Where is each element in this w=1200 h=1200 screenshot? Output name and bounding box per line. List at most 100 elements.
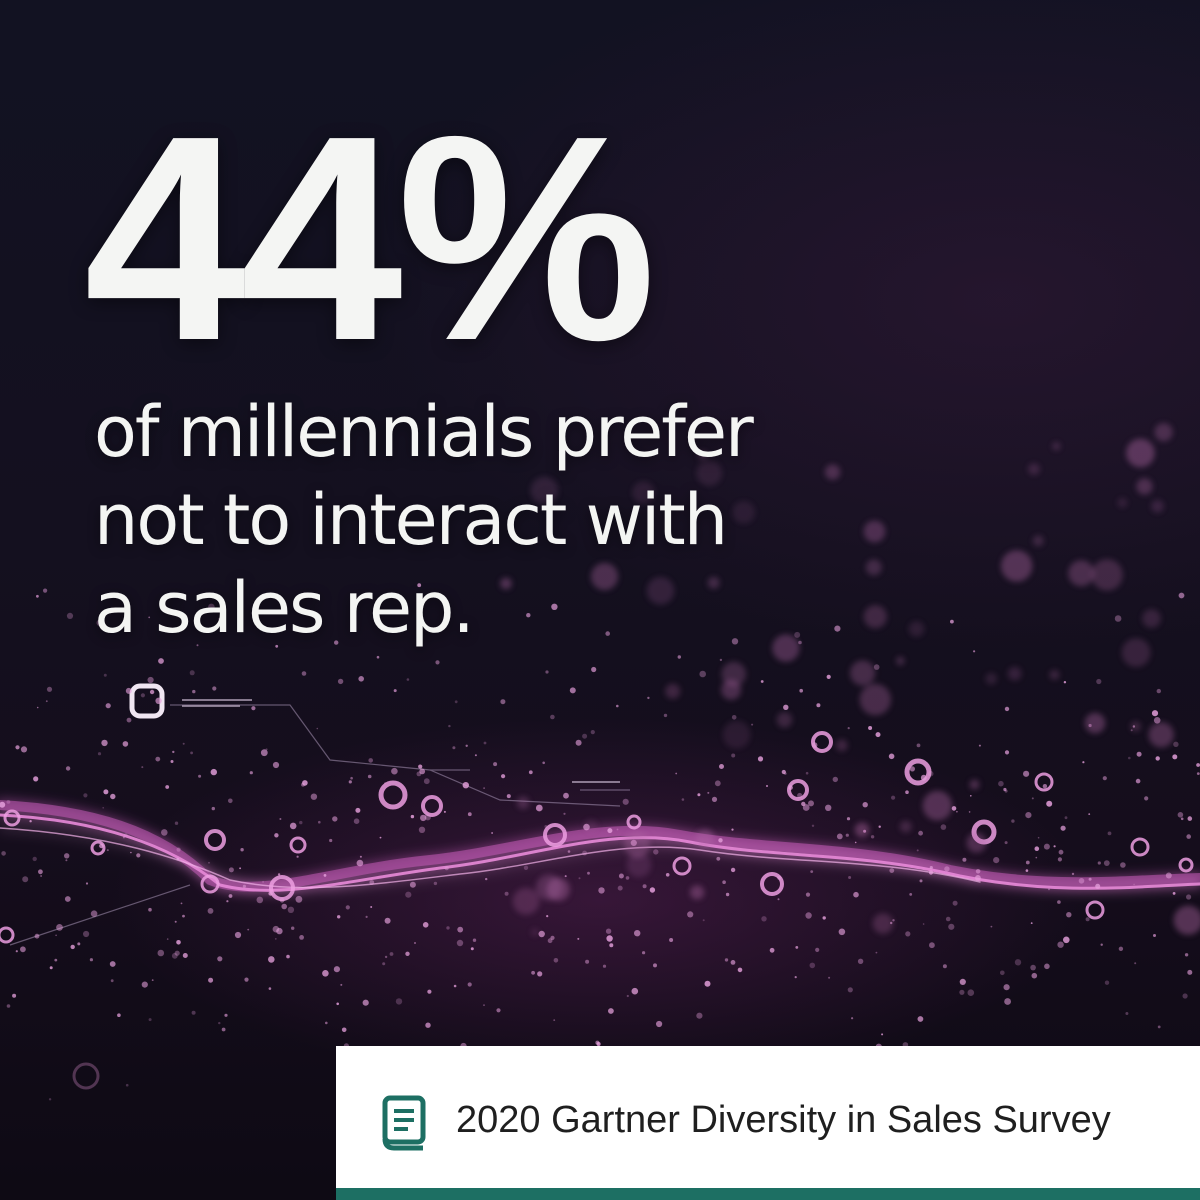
particle-dot xyxy=(805,771,809,775)
particle-dot xyxy=(810,870,814,873)
particle-dot xyxy=(731,715,737,720)
particle-dot xyxy=(1058,849,1064,855)
particle-dot xyxy=(1186,834,1191,839)
particle-dot xyxy=(136,853,141,858)
particle-dot xyxy=(677,655,681,659)
particle-dot xyxy=(218,617,221,621)
particle-dot xyxy=(868,726,873,730)
bokeh-dot xyxy=(985,672,997,685)
particle-dot xyxy=(483,1004,485,1006)
particle-dot xyxy=(751,723,754,726)
particle-dot xyxy=(174,920,177,923)
particle-dot xyxy=(367,774,372,779)
particle-dot xyxy=(240,848,244,852)
particle-dot xyxy=(101,739,108,747)
bokeh-dot xyxy=(1126,438,1155,468)
particle-dot xyxy=(681,798,685,801)
particle-dot xyxy=(808,800,814,807)
bokeh-dot xyxy=(721,661,746,687)
particle-dot xyxy=(1071,872,1075,876)
particle-dot xyxy=(382,962,386,966)
particle-dot xyxy=(725,892,730,897)
particle-dot xyxy=(1153,717,1161,724)
particle-dot xyxy=(6,800,11,804)
particle-dot xyxy=(822,916,826,920)
particle-dot xyxy=(608,1008,614,1014)
particle-dot xyxy=(550,935,555,941)
particle-dot xyxy=(307,886,309,889)
particle-dot xyxy=(277,873,281,876)
particle-dot xyxy=(358,676,365,682)
particle-dot xyxy=(704,980,711,987)
particle-dot xyxy=(1031,797,1034,800)
particle-dot xyxy=(625,876,630,880)
particle-dot xyxy=(48,1098,52,1101)
particle-dot xyxy=(653,849,659,855)
particle-dot xyxy=(1003,984,1010,991)
particle-dot xyxy=(718,838,723,843)
particle-dot xyxy=(36,594,39,598)
particle-dot xyxy=(797,792,803,799)
particle-dot xyxy=(805,892,811,897)
particle-dot xyxy=(846,817,851,821)
particle-dot xyxy=(959,989,965,995)
bokeh-dot xyxy=(1148,722,1174,748)
particle-dot xyxy=(0,801,6,808)
particle-dot xyxy=(1023,770,1030,777)
particle-dot xyxy=(582,850,587,856)
particle-dot xyxy=(65,859,68,862)
particle-dot xyxy=(208,977,214,983)
particle-dot xyxy=(801,801,806,807)
caption-line: of millennials prefer xyxy=(94,391,754,473)
particle-dot xyxy=(242,884,246,888)
particle-dot xyxy=(873,664,880,670)
particle-dot xyxy=(435,660,440,665)
particle-dot xyxy=(218,1021,221,1025)
particle-dot xyxy=(952,900,958,906)
particle-dot xyxy=(244,977,249,982)
particle-dot xyxy=(251,706,256,711)
particle-dot xyxy=(350,776,353,780)
bokeh-dot xyxy=(707,576,720,589)
particle-dot xyxy=(368,758,374,763)
particle-dot xyxy=(149,689,155,695)
headline-stat: 44% xyxy=(84,75,656,401)
particle-dot xyxy=(697,793,701,797)
particle-dot xyxy=(805,912,812,919)
book-icon xyxy=(382,1095,426,1151)
particle-dot xyxy=(90,910,98,917)
particle-dot xyxy=(64,896,71,902)
particle-dot xyxy=(172,750,175,754)
glow-wave xyxy=(0,800,1200,892)
particle-dot xyxy=(1025,860,1030,865)
particle-dot xyxy=(1046,800,1053,807)
particle-dot xyxy=(417,583,422,588)
particle-dot xyxy=(675,772,678,775)
particle-dot xyxy=(182,742,185,745)
particle-dot xyxy=(878,825,881,828)
particle-dot xyxy=(174,950,180,956)
particle-dot xyxy=(545,670,549,674)
particle-dot xyxy=(1144,796,1149,801)
particle-dot xyxy=(20,746,28,753)
particle-dot xyxy=(99,843,104,849)
bokeh-dot xyxy=(1117,497,1128,508)
particle-dot xyxy=(444,866,449,871)
particle-dot xyxy=(483,741,487,745)
particle-dot xyxy=(618,873,624,879)
particle-dot xyxy=(948,923,955,930)
bokeh-dot xyxy=(772,634,800,662)
particle-dot xyxy=(1128,756,1131,760)
particle-dot xyxy=(845,833,849,837)
particle-dot xyxy=(448,724,451,728)
particle-dot xyxy=(802,804,810,811)
particle-dot xyxy=(730,867,736,873)
particle-dot xyxy=(356,859,364,867)
bokeh-dot xyxy=(899,820,912,833)
particle-dot xyxy=(722,880,726,884)
particle-dot xyxy=(669,938,674,942)
particle-dot xyxy=(318,820,321,824)
particle-dot xyxy=(155,697,162,704)
particle-dot xyxy=(687,911,694,918)
particle-dot xyxy=(1088,877,1092,881)
